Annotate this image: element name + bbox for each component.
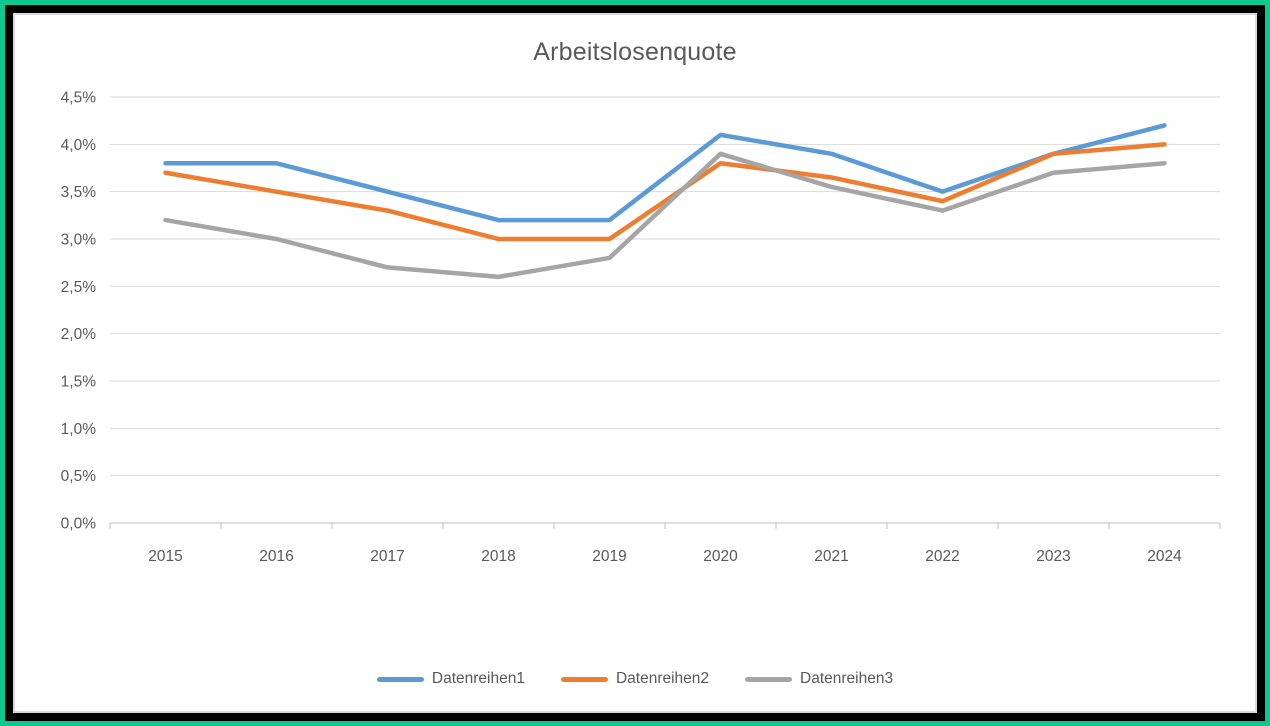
- x-tick-label: 2019: [592, 548, 626, 565]
- y-tick-label: 3,5%: [61, 184, 97, 201]
- x-tick-label: 2024: [1147, 548, 1182, 565]
- x-tick-label: 2018: [481, 548, 515, 565]
- series-line-1: [163, 123, 1167, 223]
- series-line-2: [163, 142, 1167, 242]
- y-tick-label: 2,5%: [61, 279, 97, 296]
- legend-item-datenreihen3: Datenreihen3: [745, 670, 893, 688]
- legend-item-datenreihen2: Datenreihen2: [560, 670, 710, 688]
- series-line-3: [163, 151, 1167, 280]
- legend-line-swatch-orange: [560, 676, 608, 682]
- legend-label: Datenreihen3: [800, 670, 894, 687]
- x-tick-label: 2022: [925, 548, 959, 565]
- legend-line-swatch-blue: [376, 676, 424, 682]
- y-tick-label: 1,5%: [61, 374, 97, 391]
- legend-line-swatch-gray: [745, 676, 793, 682]
- x-tick-label: 2020: [703, 548, 738, 565]
- y-tick-label: 0,5%: [61, 468, 97, 485]
- y-tick-label: 2,0%: [61, 326, 97, 343]
- y-tick-label: 0,0%: [61, 516, 97, 533]
- chart-area: Arbeitslosenquote 0,0% 0,5% 1,0% 1,5% 2,0% 2,…: [13, 13, 1257, 713]
- inner-black-frame: Arbeitslosenquote 0,0% 0,5% 1,0% 1,5% 2,0% 2,…: [5, 5, 1265, 721]
- legend-item-datenreihen1: Datenreihen1: [376, 670, 525, 688]
- legend: Datenreihen1 Datenreihen2 Datenreihen3: [15, 670, 1255, 688]
- x-tick-label: 2021: [814, 548, 848, 565]
- legend-label: Datenreihen2: [615, 670, 710, 687]
- legend-label: Datenreihen1: [431, 670, 525, 687]
- y-tick-label: 4,5%: [61, 90, 97, 107]
- y-tick-label: 3,0%: [61, 232, 97, 249]
- chart-title: Arbeitslosenquote: [533, 38, 737, 66]
- x-tick-label: 2015: [148, 548, 182, 565]
- y-tick-label: 1,0%: [61, 421, 97, 438]
- x-tick-label: 2023: [1036, 548, 1070, 565]
- y-tick-label: 4,0%: [61, 137, 97, 154]
- x-tick-label: 2017: [370, 548, 404, 565]
- plot-area: 0,0% 0,5% 1,0% 1,5% 2,0% 2,5% 3,0% 3,5% 4,0% 4,5%…: [61, 90, 1221, 565]
- x-tick-label: 2016: [259, 548, 293, 565]
